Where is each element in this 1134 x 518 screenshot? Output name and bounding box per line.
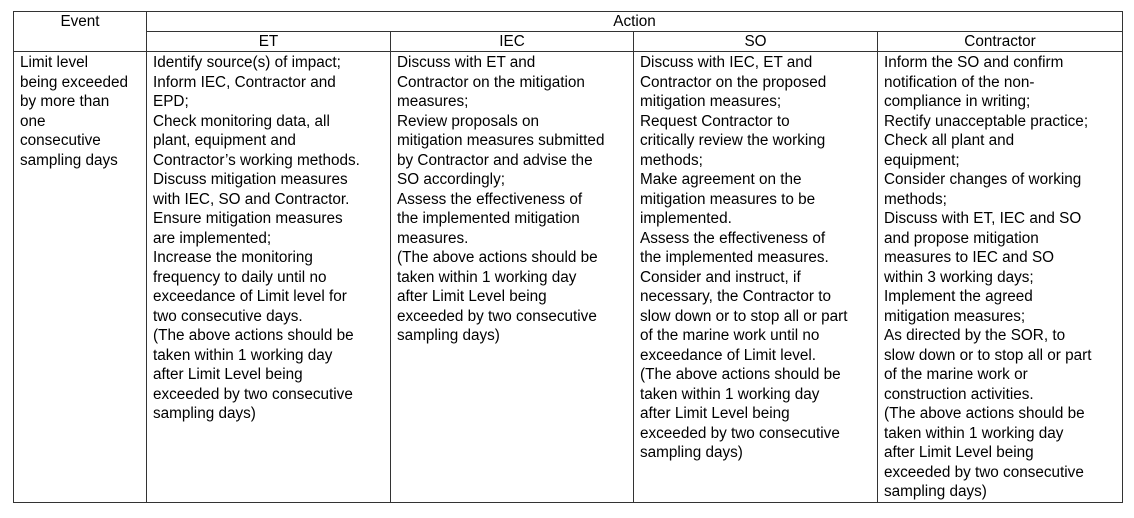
header-event: Event <box>13 11 147 52</box>
cell-event: Limit level being exceeded by more than … <box>13 51 147 503</box>
header-row-1: Event Action <box>13 11 1124 52</box>
header-contractor: Contractor <box>876 31 1124 52</box>
header-so: SO <box>633 31 878 52</box>
action-plan-table: Event Action ET IEC SO Contractor Limit … <box>13 11 1124 503</box>
cell-et: Identify source(s) of impact; Inform IEC… <box>146 51 391 503</box>
header-iec: IEC <box>390 31 634 52</box>
header-action: Action <box>145 11 1124 32</box>
header-et: ET <box>146 31 391 52</box>
cell-iec: Discuss with ET and Contractor on the mi… <box>390 51 634 503</box>
header-row-2: ET IEC SO Contractor <box>14 31 1124 52</box>
cell-so: Discuss with IEC, ET and Contractor on t… <box>633 51 878 503</box>
table-row: Limit level being exceeded by more than … <box>13 51 1124 503</box>
cell-contractor: Inform the SO and confirm notification o… <box>876 51 1124 503</box>
